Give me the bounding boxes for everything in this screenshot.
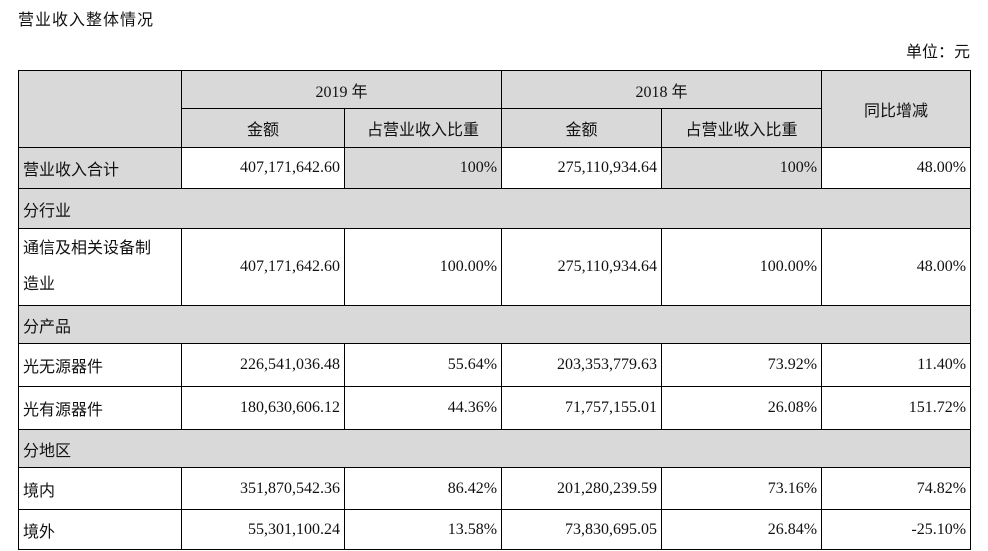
section-row-product: 分产品: [17, 305, 972, 344]
header-corner-cell: [18, 70, 182, 148]
share-2018-cell: 73.92%: [661, 343, 823, 387]
section-label-cell: 分行业: [17, 188, 972, 229]
share-2019-cell: 44.36%: [343, 386, 503, 430]
yoy-cell: 11.40%: [821, 343, 972, 387]
header-share-2019: 占营业收入比重: [343, 108, 503, 148]
share-2019-cell: 13.58%: [343, 509, 503, 550]
yoy-cell: 151.72%: [821, 386, 972, 430]
header-row-years: 2019 年 2018 年 同比增减: [18, 70, 972, 148]
header-row-metrics: 金额 占营业收入比重 金额 占营业收入比重: [19, 108, 971, 148]
row-label-cell: 光有源器件: [18, 386, 182, 430]
share-2018-cell: 100%: [661, 147, 823, 189]
amount-2018-cell: 275,110,934.64: [501, 147, 663, 189]
row-label-cell: 通信及相关设备制造业: [18, 228, 182, 306]
amount-2018-cell: 71,757,155.01: [501, 386, 663, 430]
table-row-overseas: 境外 55,301,100.24 13.58% 73,830,695.05 26…: [18, 509, 972, 550]
share-2019-cell: 100%: [343, 147, 503, 189]
amount-2018-cell: 203,353,779.63: [501, 343, 663, 387]
revenue-table: 2019 年 2018 年 同比增减 金额 占营业收入比重 金额 占营业收入比重…: [17, 70, 972, 550]
yoy-cell: 48.00%: [821, 147, 972, 189]
amount-2019-cell: 351,870,542.36: [181, 467, 345, 510]
share-2018-cell: 73.16%: [661, 467, 823, 510]
share-2019-cell: 86.42%: [343, 467, 503, 510]
row-label-cell: 光无源器件: [18, 343, 182, 387]
section-label-cell: 分产品: [17, 305, 972, 344]
header-amount-2018: 金额: [501, 108, 663, 148]
amount-2018-cell: 201,280,239.59: [501, 467, 663, 510]
table-row-active-optical: 光有源器件 180,630,606.12 44.36% 71,757,155.0…: [18, 386, 972, 430]
amount-2019-cell: 55,301,100.24: [181, 509, 345, 550]
amount-2019-cell: 407,171,642.60: [181, 228, 345, 306]
share-2019-cell: 100.00%: [343, 228, 503, 306]
table-row-passive-optical: 光无源器件 226,541,036.48 55.64% 203,353,779.…: [18, 343, 972, 387]
table-row-total: 营业收入合计 407,171,642.60 100% 275,110,934.6…: [18, 147, 972, 189]
row-label-cell: 营业收入合计: [18, 147, 182, 189]
yoy-cell: -25.10%: [821, 509, 972, 550]
row-label-cell: 境内: [18, 467, 182, 510]
yoy-cell: 74.82%: [821, 467, 972, 510]
amount-2019-cell: 180,630,606.12: [181, 386, 345, 430]
share-2018-cell: 26.84%: [661, 509, 823, 550]
header-year-2019: 2019 年: [180, 70, 503, 109]
table-row-telecom-equipment: 通信及相关设备制造业 407,171,642.60 100.00% 275,11…: [18, 228, 972, 306]
share-2018-cell: 26.08%: [661, 386, 823, 430]
amount-2019-cell: 226,541,036.48: [181, 343, 345, 387]
page-title: 营业收入整体情况: [18, 12, 155, 29]
header-share-2018: 占营业收入比重: [661, 108, 823, 148]
header-year-2018: 2018 年: [501, 70, 823, 109]
share-2019-cell: 55.64%: [343, 343, 503, 387]
yoy-cell: 48.00%: [821, 228, 972, 306]
unit-label: 单位：元: [905, 44, 970, 61]
amount-2018-cell: 73,830,695.05: [501, 509, 663, 550]
amount-2018-cell: 275,110,934.64: [501, 228, 663, 306]
section-row-region: 分地区: [17, 429, 972, 468]
header-yoy: 同比增减: [821, 70, 972, 148]
section-row-industry: 分行业: [17, 188, 972, 229]
amount-2019-cell: 407,171,642.60: [181, 147, 345, 189]
row-label-cell: 境外: [18, 509, 182, 550]
header-amount-2019: 金额: [181, 108, 345, 148]
share-2018-cell: 100.00%: [661, 228, 823, 306]
table-row-domestic: 境内 351,870,542.36 86.42% 201,280,239.59 …: [18, 467, 972, 510]
section-label-cell: 分地区: [17, 429, 972, 468]
